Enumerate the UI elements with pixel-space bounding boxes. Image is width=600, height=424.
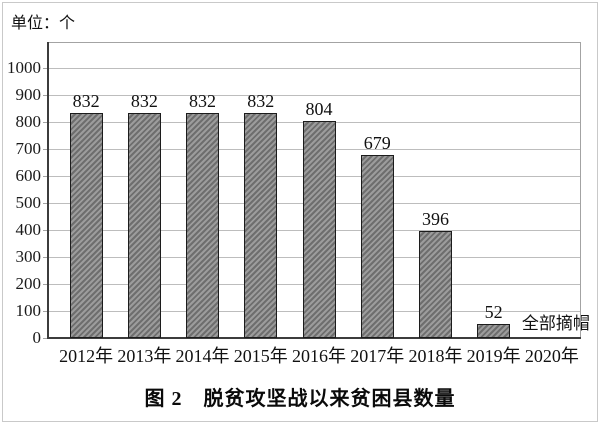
y-axis-label: 1000 (7, 58, 41, 77)
y-axis-label: 0 (32, 328, 42, 347)
y-axis-label: 900 (15, 85, 42, 104)
bar-2016年 (302, 120, 336, 338)
y-axis-label: 700 (15, 139, 42, 158)
y-axis-label: 800 (15, 112, 42, 131)
bar-value-label: 804 (305, 98, 333, 119)
x-axis-line (47, 337, 581, 339)
x-axis-label: 2014年 (175, 346, 230, 366)
bar-value-label: 832 (247, 91, 275, 112)
y-axis-label: 500 (15, 193, 42, 212)
bar-value-label: 832 (130, 91, 158, 112)
y-gridline (48, 68, 580, 69)
bar-2017年 (360, 154, 394, 338)
y-tick (43, 122, 48, 123)
bar-2014年 (186, 113, 220, 338)
bar-value-label: 52 (484, 301, 503, 322)
x-axis-label: 2019年 (466, 346, 521, 366)
x-axis-label: 2015年 (233, 346, 288, 366)
bar-2018年 (418, 231, 452, 338)
y-tick (43, 257, 48, 258)
bar-2015年 (244, 113, 278, 338)
x-axis-label: 2013年 (117, 346, 172, 366)
y-tick (43, 338, 48, 339)
plot-frame-top (48, 42, 580, 43)
annotation-all-delisted: 全部摘帽 (521, 314, 590, 333)
y-tick (43, 311, 48, 312)
x-axis-label: 2012年 (59, 346, 114, 366)
y-gridline (48, 95, 580, 96)
unit-label: 单位：个 (11, 15, 76, 32)
y-tick (43, 203, 48, 204)
y-tick (43, 230, 48, 231)
y-axis-label: 600 (15, 166, 42, 185)
y-axis-label: 400 (15, 220, 42, 239)
bar-2012年 (69, 113, 103, 338)
y-tick (43, 284, 48, 285)
y-tick (43, 149, 48, 150)
x-axis-label: 2017年 (350, 346, 405, 366)
y-tick (43, 68, 48, 69)
plot-frame-right (580, 42, 581, 338)
bar-value-label: 679 (363, 132, 391, 153)
bar-2013年 (127, 113, 161, 338)
bar-value-label: 832 (189, 91, 217, 112)
y-tick (43, 176, 48, 177)
x-axis-label: 2018年 (408, 346, 463, 366)
y-axis-label: 100 (15, 301, 42, 320)
y-axis-line (47, 42, 49, 339)
bar-value-label: 832 (72, 91, 100, 112)
y-tick (43, 95, 48, 96)
y-axis-label: 200 (15, 274, 42, 293)
y-axis-label: 300 (15, 247, 42, 266)
bar-2019年 (477, 323, 511, 338)
figure-caption: 图 2 脱贫攻坚战以来贫困县数量 (144, 388, 456, 410)
bar-value-label: 396 (421, 209, 449, 230)
x-axis-label: 2016年 (291, 346, 346, 366)
x-axis-label: 2020年 (524, 346, 579, 366)
